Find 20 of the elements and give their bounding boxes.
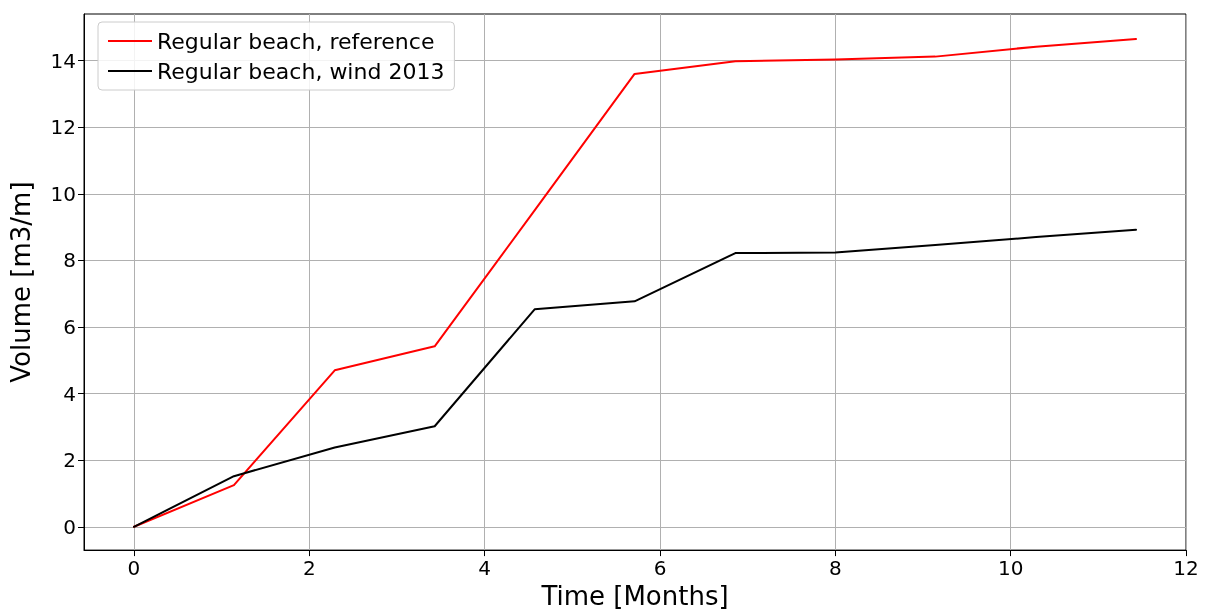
y-tick-label: 8 (63, 248, 76, 273)
x-tick-label: 0 (127, 556, 141, 581)
y-tick-label: 12 (50, 115, 76, 140)
x-tick-label: 2 (302, 556, 316, 581)
x-tick-label: 8 (828, 556, 842, 581)
x-tick-label: 12 (1173, 556, 1199, 581)
x-tick-label: 6 (653, 556, 667, 581)
y-tick-label: 10 (50, 181, 76, 206)
y-tick-label: 2 (63, 448, 76, 473)
y-axis-title: Volume [m3/m] (6, 181, 36, 383)
y-tick-label: 4 (63, 381, 76, 406)
legend-label: Regular beach, reference (157, 28, 435, 54)
y-tick-label: 14 (50, 48, 76, 73)
y-tick-label: 0 (63, 514, 76, 539)
x-axis-title: Time [Months] (540, 581, 729, 611)
x-tick-label: 4 (478, 556, 492, 581)
y-tick-label: 6 (63, 315, 76, 339)
line-series (132, 228, 1138, 528)
legend-label: Regular beach, wind 2013 (157, 58, 445, 84)
x-tick-label: 10 (997, 556, 1024, 581)
